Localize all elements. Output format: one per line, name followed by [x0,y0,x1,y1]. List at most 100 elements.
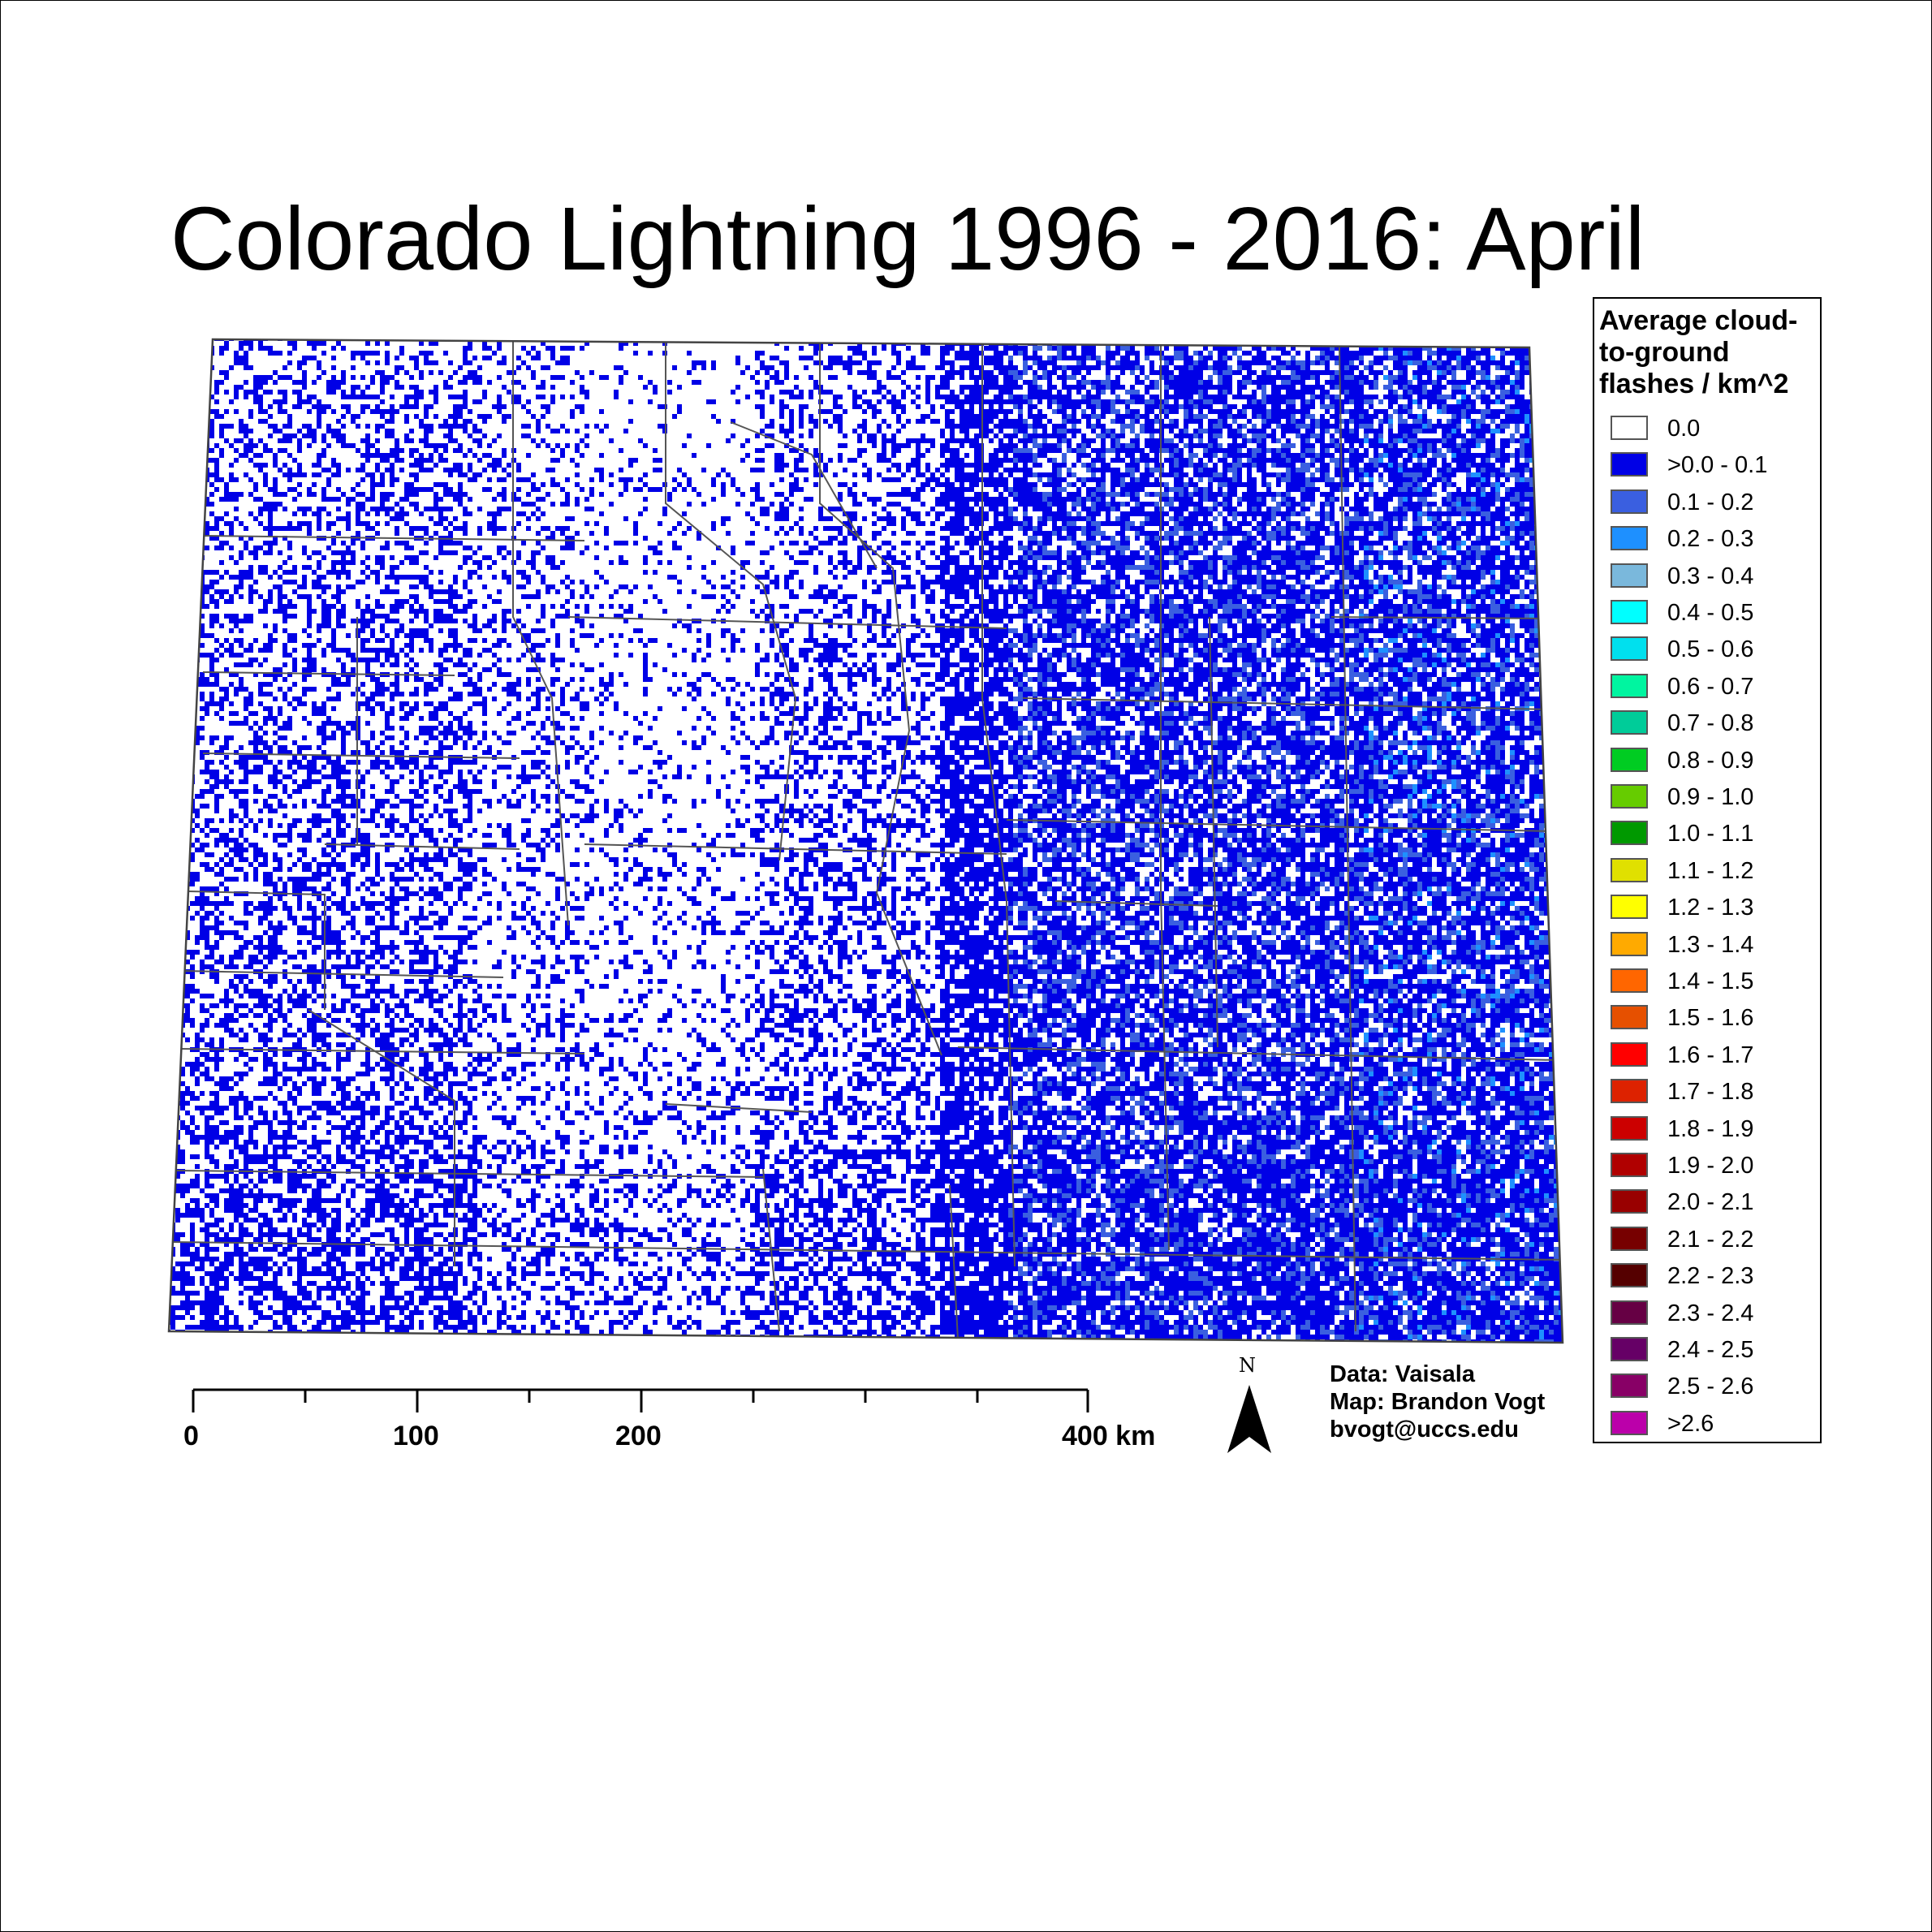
legend-swatch [1611,416,1648,440]
legend-swatch [1611,784,1648,809]
legend-label: 1.9 - 2.0 [1667,1153,1753,1179]
legend-item: 1.1 - 1.2 [1607,857,1810,884]
legend-item: 1.8 - 1.9 [1607,1115,1810,1142]
legend-label: 0.4 - 0.5 [1667,600,1753,626]
legend-swatch [1611,1041,1648,1067]
scale-label-400: 400 km [1062,1421,1155,1452]
legend-label: 1.3 - 1.4 [1667,932,1753,958]
legend-swatch [1611,1189,1648,1214]
credits: Data: Vaisala Map: Brandon Vogt bvogt@uc… [1330,1361,1545,1443]
legend-item: 1.6 - 1.7 [1607,1041,1810,1068]
legend-item: 1.7 - 1.8 [1607,1079,1810,1105]
legend-swatch [1611,673,1648,698]
legend-item: 2.0 - 2.1 [1607,1189,1810,1215]
legend-swatch [1611,747,1648,772]
legend-label: 1.5 - 1.6 [1667,1005,1753,1031]
legend-swatch [1611,931,1648,956]
legend-label: 2.3 - 2.4 [1667,1300,1753,1326]
legend-swatch [1611,1115,1648,1141]
credit-data-source: Data: Vaisala [1330,1361,1545,1388]
legend-label: 1.4 - 1.5 [1667,968,1753,994]
scale-bar [192,1388,1089,1412]
legend-swatch [1611,1374,1648,1399]
legend-item: 0.2 - 0.3 [1607,526,1810,552]
north-label: N [1239,1354,1256,1377]
legend-label: 0.2 - 0.3 [1667,526,1753,552]
legend-label: 2.2 - 2.3 [1667,1263,1753,1289]
legend-item: 0.0 [1607,416,1810,442]
legend-swatch [1611,452,1648,477]
legend-label: 0.8 - 0.9 [1667,748,1753,774]
state-boundary [167,338,1564,1344]
legend-item: 1.4 - 1.5 [1607,968,1810,994]
legend-item: 1.0 - 1.1 [1607,821,1810,847]
legend-label: 2.1 - 2.2 [1667,1227,1753,1253]
flash-density-raster [169,339,1563,1343]
legend-item: 0.6 - 0.7 [1607,673,1810,700]
legend-item: 0.7 - 0.8 [1607,710,1810,736]
legend-label: 1.7 - 1.8 [1667,1079,1753,1105]
legend-swatch [1611,1226,1648,1251]
legend-label: 2.4 - 2.5 [1667,1337,1753,1363]
legend-label: 1.1 - 1.2 [1667,858,1753,884]
legend-item: 0.9 - 1.0 [1607,784,1810,810]
legend-item: 2.4 - 2.5 [1607,1337,1810,1363]
legend-swatch [1611,563,1648,588]
legend-swatch [1611,636,1648,662]
legend-label: 1.8 - 1.9 [1667,1116,1753,1142]
legend-item: 1.3 - 1.4 [1607,931,1810,958]
legend-swatch [1611,1079,1648,1104]
legend-label: 0.1 - 0.2 [1667,489,1753,515]
legend-swatch [1611,526,1648,551]
legend-item: 1.9 - 2.0 [1607,1153,1810,1179]
legend-label: 2.0 - 2.1 [1667,1189,1753,1215]
legend-label: 0.6 - 0.7 [1667,674,1753,700]
legend-swatch [1611,600,1648,624]
legend-item: 0.8 - 0.9 [1607,747,1810,774]
legend-label: >2.6 [1667,1411,1714,1437]
legend-swatch [1611,1005,1648,1030]
legend-item: 0.3 - 0.4 [1607,563,1810,589]
legend-label: 1.6 - 1.7 [1667,1042,1753,1068]
scale-label-100: 100 [393,1421,439,1452]
legend-swatch [1611,857,1648,882]
legend-swatch [1611,489,1648,514]
legend-swatch [1611,1263,1648,1288]
legend-item: 2.2 - 2.3 [1607,1263,1810,1289]
legend-item: 0.5 - 0.6 [1607,636,1810,662]
legend-swatch [1611,821,1648,846]
legend-item: 1.2 - 1.3 [1607,895,1810,921]
legend-label: >0.0 - 0.1 [1667,452,1767,478]
scale-label-0: 0 [183,1421,199,1452]
credit-map-author: Map: Brandon Vogt [1330,1388,1545,1416]
legend: Average cloud-to-ground flashes / km^2 0… [1593,297,1822,1443]
legend-item: 0.1 - 0.2 [1607,489,1810,515]
legend-label: 1.2 - 1.3 [1667,895,1753,921]
county-boundaries [171,341,1563,1340]
legend-label: 1.0 - 1.1 [1667,821,1753,847]
legend-title: Average cloud-to-ground flashes / km^2 [1599,305,1822,400]
legend-label: 0.5 - 0.6 [1667,636,1753,662]
legend-swatch [1611,1153,1648,1177]
north-arrow-icon [1227,1385,1271,1453]
legend-swatch [1611,710,1648,735]
legend-swatch [1611,1337,1648,1361]
legend-label: 0.3 - 0.4 [1667,563,1753,589]
legend-label: 2.5 - 2.6 [1667,1374,1753,1399]
legend-swatch [1611,968,1648,993]
legend-item: 2.3 - 2.4 [1607,1300,1810,1326]
legend-item: 2.1 - 2.2 [1607,1226,1810,1253]
legend-label: 0.7 - 0.8 [1667,710,1753,736]
scale-label-200: 200 [615,1421,662,1452]
legend-label: 0.9 - 1.0 [1667,784,1753,810]
legend-swatch [1611,1410,1648,1435]
legend-item: 0.4 - 0.5 [1607,600,1810,626]
legend-swatch [1611,1300,1648,1325]
legend-label: 0.0 [1667,416,1700,442]
legend-swatch [1611,895,1648,920]
map-title: Colorado Lightning 1996 - 2016: April [170,187,1645,292]
credit-email: bvogt@uccs.edu [1330,1416,1545,1443]
legend-item: 1.5 - 1.6 [1607,1005,1810,1031]
legend-item: >2.6 [1607,1410,1810,1437]
